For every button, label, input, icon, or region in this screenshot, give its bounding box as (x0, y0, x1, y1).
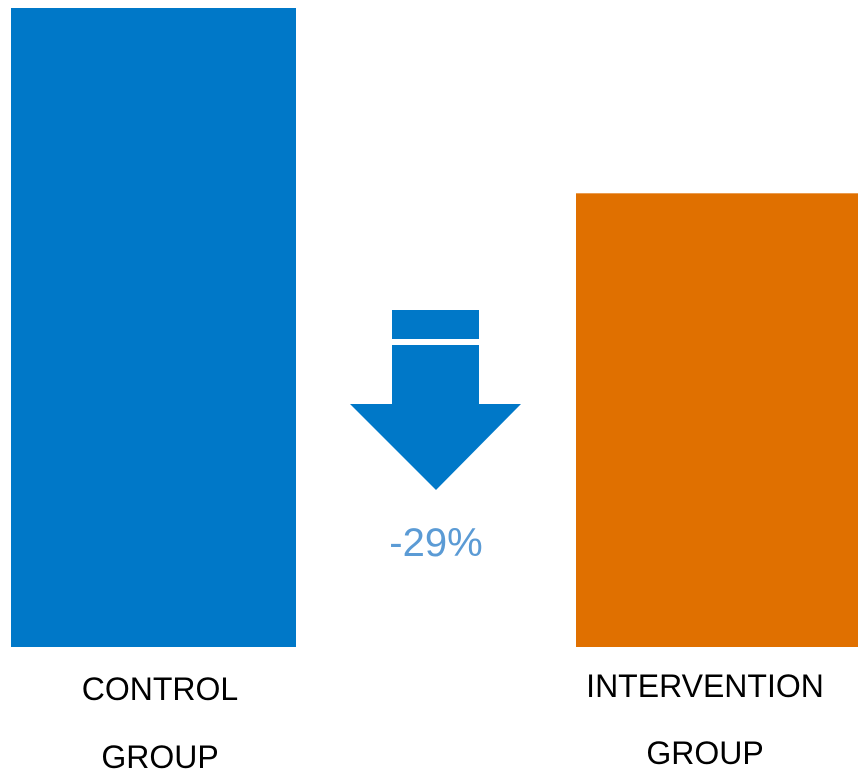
bar-control-group (11, 8, 296, 647)
category-label-control-line1: CONTROL (82, 671, 238, 707)
bars-group (11, 8, 858, 647)
x-axis-labels: CONTROL GROUP INTERVENTION GROUP (82, 668, 824, 774)
category-label-control-line2: GROUP (101, 739, 218, 774)
category-label-intervention-line1: INTERVENTION (586, 668, 824, 704)
arrow-body (350, 345, 521, 490)
category-label-intervention-line2: GROUP (646, 735, 763, 771)
bar-intervention-group (576, 193, 858, 647)
change-label: -29% (389, 521, 482, 565)
arrow-cap (392, 310, 479, 339)
down-arrow-icon (350, 310, 521, 490)
